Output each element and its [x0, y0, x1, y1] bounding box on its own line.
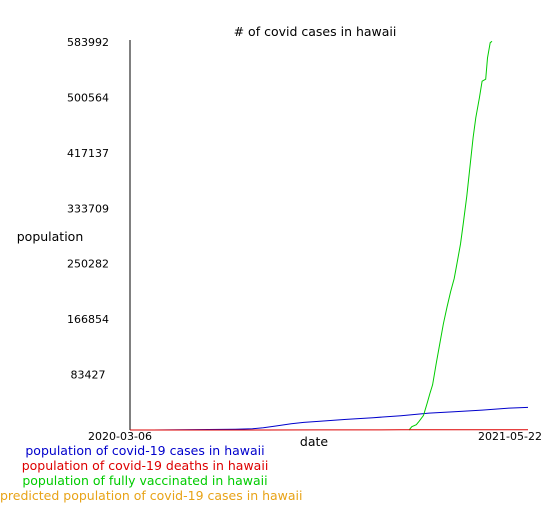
x-tick-label: 2021-05-22	[478, 430, 542, 443]
y-tick-label: 250282	[67, 258, 109, 271]
series-line-2	[408, 40, 493, 431]
x-axis-label: date	[300, 434, 328, 449]
x-axis-ticks: 2020-03-06 2021-05-22	[88, 430, 542, 443]
y-tick-label: 166854	[67, 313, 109, 326]
y-axis-label: population	[17, 229, 84, 244]
legend-entry-deaths: population of covid-19 deaths in hawaii	[21, 458, 269, 473]
chart-title: # of covid cases in hawaii	[234, 24, 397, 39]
y-tick-label: 500564	[67, 91, 109, 104]
y-tick-label: 333709	[67, 202, 109, 215]
y-axis-ticks: 83427 166854 250282 333709 417137 500564 58399…	[67, 36, 109, 382]
legend-entry-vaccinated: population of fully vaccinated in hawaii	[22, 473, 268, 488]
series-lines	[130, 40, 529, 431]
series-line-0	[130, 406, 529, 431]
y-tick-label: 583992	[67, 36, 109, 49]
y-tick-label: 417137	[67, 147, 109, 160]
x-tick-label: 2020-03-06	[88, 430, 152, 443]
legend-entry-cases: population of covid-19 cases in hawaii	[25, 443, 265, 458]
legend: population of covid-19 cases in hawaii p…	[0, 443, 303, 503]
legend-entry-predicted: predicted population of covid-19 cases i…	[0, 488, 303, 503]
y-tick-label: 83427	[71, 369, 106, 382]
